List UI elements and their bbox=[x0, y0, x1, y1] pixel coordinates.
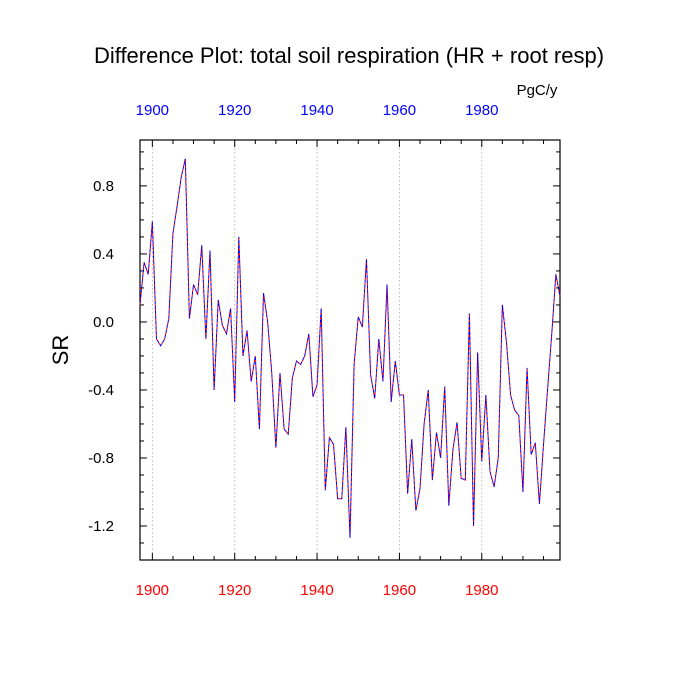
x-tick-label-top: 1920 bbox=[218, 102, 251, 119]
x-tick-label-top: 1960 bbox=[383, 102, 416, 119]
x-tick-label-bottom: 1960 bbox=[383, 582, 416, 599]
y-tick-label: 0.0 bbox=[93, 314, 114, 331]
x-tick-label-bottom: 1980 bbox=[465, 582, 498, 599]
series-lines bbox=[139, 158, 561, 538]
x-tick-label-bottom: 1920 bbox=[218, 582, 251, 599]
x-tick-label-bottom: 1940 bbox=[300, 582, 333, 599]
plot-frame bbox=[139, 139, 561, 561]
axis-ticks: 1900 1900 1920 1920 1940 1940 1960 1960 1980 1980… bbox=[88, 102, 560, 599]
y-tick-label: -0.8 bbox=[88, 450, 114, 467]
series-line-red bbox=[139, 158, 561, 538]
y-tick-label: 0.4 bbox=[93, 246, 114, 263]
units-label: PgC/y bbox=[517, 82, 558, 99]
y-axis-label: SR bbox=[48, 335, 73, 366]
y-tick-label: 0.8 bbox=[93, 178, 114, 195]
x-tick-label-top: 1900 bbox=[136, 102, 169, 119]
y-tick-label: -1.2 bbox=[88, 518, 114, 535]
grid-lines bbox=[151, 140, 483, 560]
x-tick-label-bottom: 1900 bbox=[136, 582, 169, 599]
x-tick-label-top: 1980 bbox=[465, 102, 498, 119]
y-tick-label: -0.4 bbox=[88, 382, 114, 399]
series-line-blue bbox=[139, 158, 561, 538]
chart-title: Difference Plot: total soil respiration … bbox=[94, 43, 604, 68]
x-tick-label-top: 1940 bbox=[300, 102, 333, 119]
